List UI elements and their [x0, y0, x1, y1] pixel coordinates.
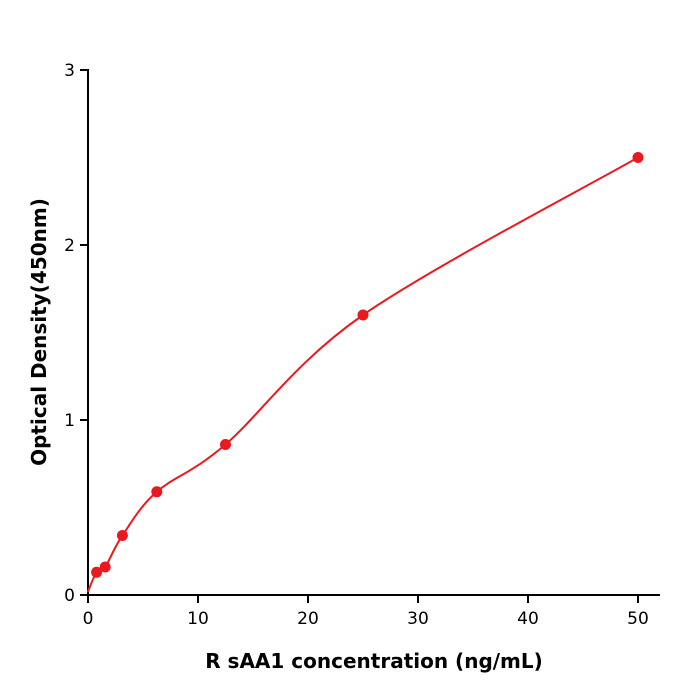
x-tick-label: 20: [297, 609, 319, 629]
data-point: [632, 152, 644, 163]
y-tick-label: 2: [64, 236, 75, 256]
data-point: [91, 566, 103, 578]
data-point: [116, 530, 128, 541]
x-tick-label: 40: [517, 609, 539, 629]
y-tick-label: 1: [64, 411, 75, 431]
data-point: [151, 486, 163, 498]
plot-layer: 0 10 20 30 40 50 0 1 2 3: [64, 61, 660, 629]
y-axis-label: Optical Density(450nm): [27, 198, 51, 466]
y-tick-label: 3: [64, 61, 75, 81]
x-tick-label: 50: [627, 609, 649, 629]
x-axis-label: R sAA1 concentration (ng/mL): [205, 649, 543, 673]
x-tick-label: 0: [83, 609, 94, 629]
y-tick-label: 0: [64, 586, 75, 606]
fit-curve: [87, 156, 639, 593]
data-point: [99, 561, 111, 573]
data-point: [357, 309, 369, 321]
x-tick-label: 30: [407, 609, 429, 629]
x-tick-label: 10: [187, 609, 209, 629]
data-point: [220, 439, 231, 450]
